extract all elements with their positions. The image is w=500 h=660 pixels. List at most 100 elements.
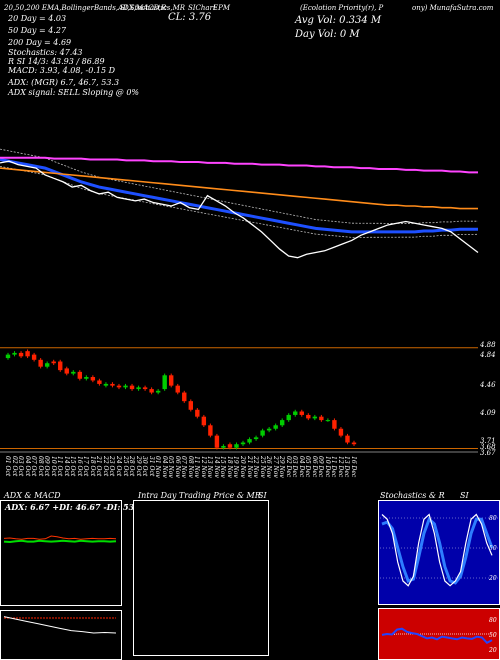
stochastics-title: Stochastics & R: [380, 491, 445, 500]
candle-body: [12, 352, 17, 355]
candle-body: [319, 416, 324, 421]
candle-body: [175, 385, 180, 393]
date-tick-label: 01 Oct: [4, 456, 11, 477]
ema50-label: 50 Day = 4.27: [8, 26, 67, 35]
date-tick-label: 24 Oct: [114, 456, 122, 477]
price-tick-label: 3.68: [480, 443, 496, 451]
date-tick-label: 16 Dec: [350, 456, 357, 478]
stochastics-label: Stochastics: 47.43: [8, 48, 83, 57]
candle-body: [162, 375, 167, 390]
candle-body: [25, 351, 30, 357]
candle-body: [221, 445, 226, 448]
adx-panel: [0, 500, 122, 606]
price-tick-label: 4.46: [480, 381, 496, 389]
candle-body: [293, 411, 298, 415]
candle-body: [201, 416, 207, 426]
adx-label: ADX: (MGR) 6.7, 46.7, 53.3: [8, 78, 120, 87]
candle-body: [149, 389, 154, 393]
candle-body: [18, 352, 24, 357]
candle-body: [169, 375, 174, 386]
symbol-label: EPM: [213, 4, 230, 12]
macd-panel: [0, 610, 122, 660]
candle-body: [103, 383, 109, 386]
intraday-title-2: SI: [258, 491, 267, 500]
bollinger-lower-line: [0, 165, 479, 238]
candle-body: [351, 442, 357, 445]
candle-body: [253, 437, 259, 440]
date-tick-label: 22 Nov: [252, 456, 260, 478]
adx-macd-title: ADX & MACD: [4, 491, 61, 500]
candle-body: [338, 428, 344, 436]
candle-body: [90, 377, 96, 381]
candle-body: [129, 385, 135, 390]
candle-body: [155, 390, 161, 393]
candle-body: [116, 385, 122, 388]
company-name-2: ony) MunafaSutra.com: [412, 4, 494, 12]
candle-body: [273, 425, 278, 429]
candle-body: [31, 354, 37, 360]
candle-body: [312, 416, 318, 419]
date-tick-label: 28 Oct: [128, 456, 136, 477]
candle-body: [240, 442, 246, 445]
adx-signal-label: ADX signal: SELL Sloping @ 0%: [8, 88, 140, 97]
stochastics-title-2: SI: [460, 491, 469, 500]
candle-body: [84, 377, 89, 379]
candle-body: [286, 414, 291, 421]
price-tick-label: 4.84: [480, 351, 496, 359]
ema-line-chart: [0, 148, 479, 259]
series-line-cl: [0, 160, 479, 259]
charts-title-3: SIChart: [188, 4, 216, 12]
candle-body: [97, 380, 102, 384]
ema20-label: 20 Day = 4.03: [8, 14, 67, 23]
rsi-label: R SI 14/3: 43.93 / 86.89: [8, 57, 105, 66]
price-tick-label: 4.88: [480, 341, 496, 349]
candle-body: [71, 371, 76, 374]
price-tick-label: 4.09: [480, 409, 496, 417]
avg-volume: Avg Vol: 0.334 M: [295, 15, 382, 26]
date-tick-label: 20 Nov: [239, 456, 247, 478]
candle-body: [51, 361, 56, 364]
candle-body: [58, 361, 63, 371]
candle-body: [208, 425, 213, 436]
candle-body: [345, 435, 350, 443]
stochastics-panel: [378, 500, 500, 605]
candle-body: [299, 411, 304, 415]
date-tick-label: 03 Oct: [17, 456, 25, 477]
candle-body: [38, 359, 43, 367]
series-line-200-day: [0, 156, 478, 174]
candle-body: [136, 387, 141, 390]
candle-body: [195, 409, 200, 417]
candle-body: [266, 428, 272, 431]
candle-body: [260, 430, 265, 436]
candle-body: [325, 420, 331, 422]
candle-body: [123, 385, 128, 388]
candle-body: [227, 444, 233, 448]
candle-body: [182, 392, 187, 402]
intraday-panel: [133, 500, 269, 656]
series-line-50-day: [0, 167, 478, 210]
candle-body: [5, 354, 11, 359]
macd-label: MACD: 3.93, 4.08, -0.15 D: [8, 66, 116, 75]
series-line-20-day: [0, 158, 478, 234]
intraday-title: Intra Day Trading Price & MR: [138, 491, 261, 500]
close-price: CL: 3.76: [168, 12, 212, 23]
adx-values-label: ADX: 6.67 +DI: 46.67 -DI: 53.33: [5, 502, 149, 512]
company-name: (Ecolotion Priority(r), P: [300, 4, 384, 12]
candle-body: [332, 420, 337, 429]
ema200-label: 200 Day = 4.69: [8, 38, 72, 47]
candlestick-chart: [0, 347, 478, 453]
candle-body: [214, 435, 220, 448]
price-tick-label: 3.67: [480, 449, 496, 457]
candle-body: [44, 363, 50, 367]
price-tick-label: 3.71: [480, 437, 496, 445]
candle-body: [188, 401, 193, 410]
rsi-panel: [378, 608, 500, 660]
candle-body: [279, 420, 285, 426]
candle-body: [142, 387, 148, 390]
candle-body: [64, 368, 69, 374]
charts-title-2: SI,Stochastics,MR: [120, 4, 186, 12]
candle-body: [306, 414, 311, 419]
candle-body: [247, 439, 252, 443]
candle-body: [77, 371, 83, 379]
candle-body: [234, 444, 239, 448]
